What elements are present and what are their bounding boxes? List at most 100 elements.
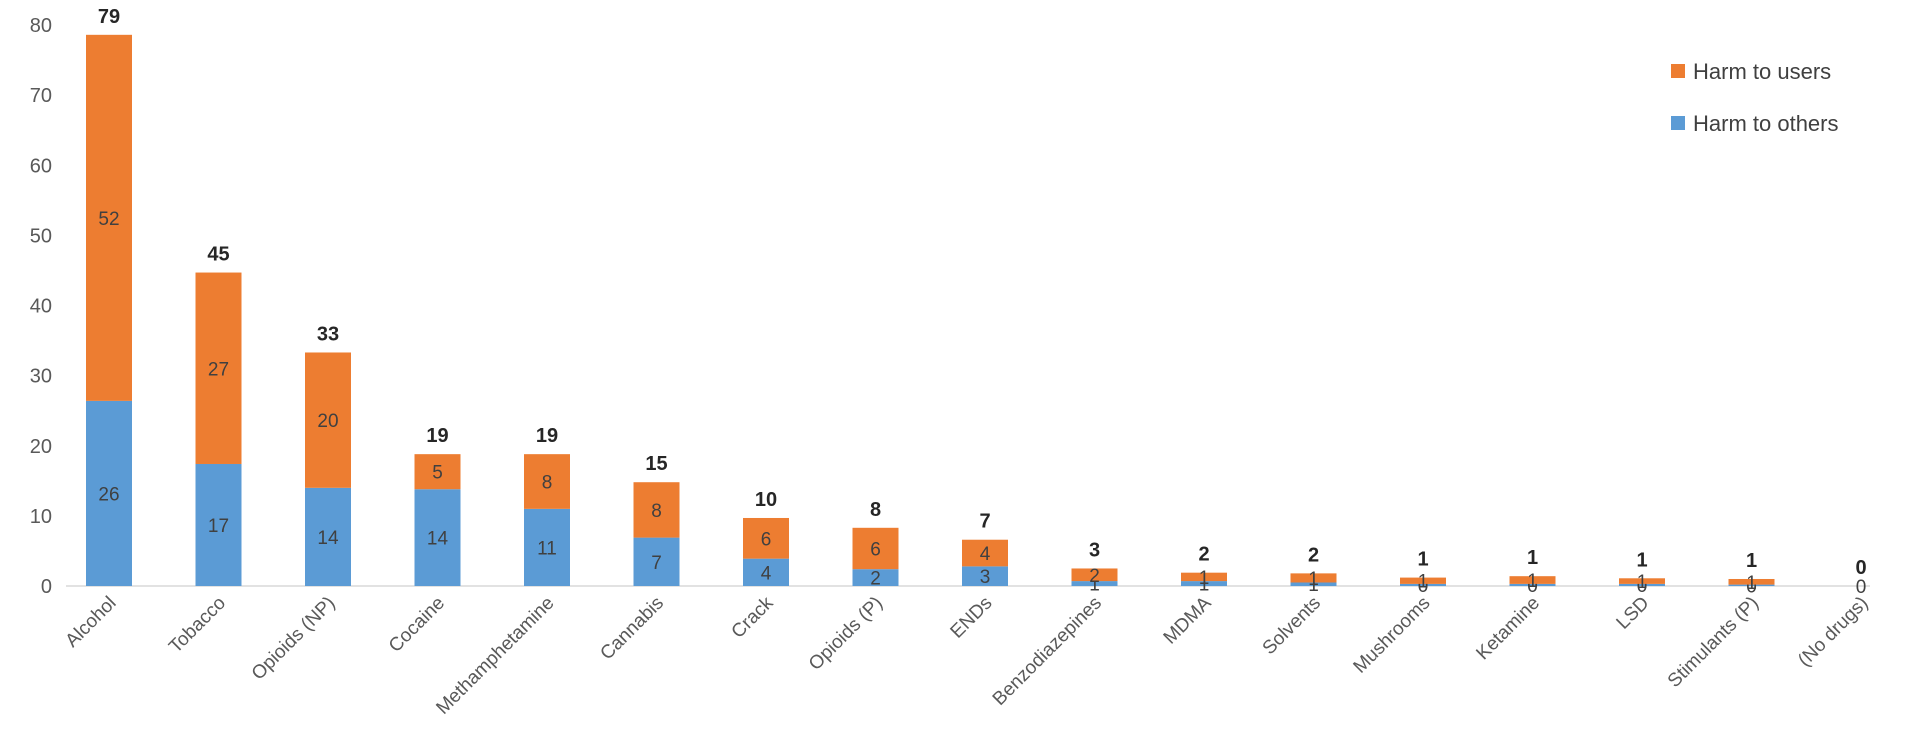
data-label-harm-to-others: 0 (1418, 576, 1429, 597)
bar-segment-harm-to-users (1509, 576, 1556, 584)
data-label-harm-to-users: 1 (1199, 568, 1210, 589)
data-label-harm-to-others: 17 (208, 516, 229, 537)
data-label-harm-to-others: 14 (317, 528, 339, 549)
y-tick-label: 30 (30, 366, 52, 388)
x-tick-label: Ketamine (1472, 593, 1544, 665)
bar-group-opioids-p: 2 6 8 (852, 499, 899, 590)
x-tick-label: Opioids (P) (805, 593, 887, 675)
bar-group-crack: 4 6 10 (743, 489, 789, 586)
data-label-harm-to-others: 1 (1199, 575, 1210, 596)
bar-segment-harm-to-users (195, 272, 242, 464)
data-label-harm-to-users: 8 (542, 473, 553, 494)
bar-segment-harm-to-users (1181, 572, 1227, 582)
data-label-harm-to-others: 14 (427, 529, 449, 550)
y-axis-ticks: 0 10 20 30 40 50 60 70 80 (30, 15, 52, 598)
total-label: 7 (979, 511, 990, 533)
y-tick-label: 40 (30, 296, 52, 318)
bar-segment-harm-to-users (1290, 573, 1337, 583)
bar-segment-harm-to-users (1728, 578, 1775, 585)
total-label: 19 (536, 425, 558, 447)
bar-segment-harm-to-users (633, 482, 680, 538)
data-label-harm-to-users: 8 (651, 501, 662, 522)
bar-segment-harm-to-others (195, 463, 242, 586)
total-label: 1 (1636, 549, 1647, 571)
data-label-harm-to-others: 26 (98, 484, 119, 505)
x-tick-label: Crack (728, 592, 778, 642)
x-tick-label: Cannabis (596, 593, 668, 665)
bar-group-benzodiazepines: 12 3 (1071, 539, 1118, 596)
x-tick-label: Alcohol (62, 593, 121, 652)
total-label: 33 (317, 323, 339, 345)
bar-segment-harm-to-others (86, 400, 132, 586)
bar-segment-harm-to-others (852, 569, 899, 586)
total-label: 2 (1308, 544, 1319, 566)
y-tick-label: 10 (30, 506, 52, 528)
total-label: 1 (1417, 549, 1428, 571)
total-label: 2 (1198, 544, 1209, 566)
data-label-harm-to-others: 7 (651, 553, 662, 574)
bar-group-cannabis: 7 8 15 (633, 453, 680, 586)
bar-group-no-drugs: 00 (1855, 557, 1866, 598)
legend-swatch-harm-to-others (1671, 116, 1685, 130)
bar-segment-harm-to-users (305, 352, 351, 488)
bars: 2652791727451420331451911819781546102683… (86, 6, 1867, 598)
bar-group-mushrooms: 011 (1400, 549, 1446, 597)
data-label-harm-to-others: 11 (537, 538, 557, 559)
total-label: 79 (98, 6, 120, 28)
bar-segment-harm-to-others (414, 489, 461, 586)
x-tick-label: MDMA (1160, 592, 1216, 648)
total-label: 3 (1089, 539, 1100, 561)
bar-group-opioids-np: 14 20 33 (305, 323, 351, 586)
data-label-harm-to-users: 4 (980, 544, 991, 565)
x-tick-label: Solvents (1259, 593, 1325, 659)
x-tick-label: Mushrooms (1350, 593, 1435, 678)
bar-segment-harm-to-others (524, 508, 570, 586)
x-tick-label: ENDs (947, 593, 997, 643)
data-label-harm-to-others: 0 (1527, 576, 1538, 597)
legend-label-harm-to-users: Harm to users (1693, 59, 1831, 84)
y-tick-label: 80 (30, 15, 52, 37)
bar-segment-harm-to-users (1071, 568, 1118, 582)
bar-group-ketamine: 011 (1509, 547, 1556, 597)
x-axis-ticks: Alcohol Tobacco Opioids (NP) CocaineMethamp… (62, 592, 1873, 718)
data-label-harm-to-others: 4 (761, 563, 772, 584)
x-tick-label: Methamphetamine (432, 593, 558, 719)
data-label-harm-to-users: 1 (1308, 569, 1319, 590)
y-tick-label: 0 (41, 576, 52, 598)
data-label-harm-to-users: 2 (1089, 566, 1100, 587)
bar-segment-harm-to-users (414, 454, 461, 490)
data-label-harm-to-others: 1 (1308, 575, 1319, 596)
data-label-harm-to-others: 0 (1746, 576, 1757, 597)
bar-segment-harm-to-others (743, 558, 789, 586)
data-label-harm-to-others: 0 (1856, 577, 1867, 598)
bar-group-tobacco: 17 27 45 (195, 244, 242, 586)
x-tick-label: Stimulants (P) (1664, 593, 1763, 692)
bar-segment-harm-to-others (1071, 581, 1118, 586)
bar-group-mdma: 112 (1181, 544, 1227, 596)
bar-group-cocaine: 14 5 19 (414, 425, 461, 586)
data-label-harm-to-users: 1 (1418, 572, 1429, 593)
data-label-harm-to-users: 52 (98, 209, 119, 230)
x-tick-label: Opioids (NP) (248, 593, 340, 685)
bar-segment-harm-to-others (1728, 584, 1775, 586)
total-label: 10 (755, 489, 777, 511)
bar-segment-harm-to-others (1181, 581, 1227, 586)
bar-segment-harm-to-others (1509, 583, 1556, 586)
bar-segment-harm-to-others (1290, 582, 1337, 586)
bar-group-stimulants-p: 011 (1728, 550, 1775, 597)
total-label: 19 (426, 425, 448, 447)
total-label: 45 (207, 244, 229, 266)
bar-group-methamphetamine: 11 8 19 (524, 425, 570, 586)
bar-segment-harm-to-users (1619, 578, 1665, 584)
x-tick-label: Benzodiazepines (989, 593, 1106, 710)
data-label-harm-to-others: 0 (1637, 576, 1648, 597)
x-tick-label: Tobacco (165, 593, 230, 658)
bar-segment-harm-to-others (962, 566, 1008, 586)
bar-segment-harm-to-users (743, 517, 789, 559)
total-label: 8 (870, 499, 881, 521)
bar-segment-harm-to-others (1400, 583, 1446, 586)
legend: Harm to users Harm to others (1671, 59, 1839, 136)
y-tick-label: 70 (30, 85, 52, 107)
